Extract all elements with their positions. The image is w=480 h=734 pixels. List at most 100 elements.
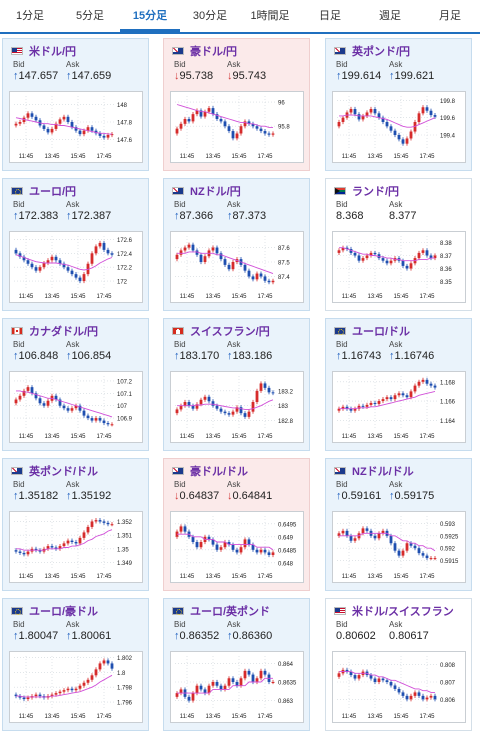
- x-tick-label: 17:45: [257, 434, 273, 440]
- y-tick-label: 0.8635: [278, 681, 297, 687]
- quote-values: ↑1.80047 ↑1.80061: [13, 630, 148, 644]
- bid-label: Bid: [336, 620, 348, 629]
- rate-card[interactable]: NZドル/ドル Bid Ask ↑0.59161 ↑0.59175 0.593 0.5925…: [325, 458, 472, 591]
- quote-labels: Bid Ask: [174, 60, 304, 70]
- tab-1hour[interactable]: 1時間足: [250, 10, 290, 22]
- bid-value: 183.170: [179, 350, 220, 362]
- pair-name-link[interactable]: 米ドル/円: [29, 46, 77, 58]
- up-arrow-icon: ↑: [13, 630, 19, 642]
- rate-card[interactable]: 米ドル/円 Bid Ask ↑147.657 ↑147.659 148 147.8 147.6…: [2, 38, 149, 171]
- price-chart[interactable]: 1.168 1.166 1.164 11:45 13:45 15:45 17:45: [332, 371, 466, 443]
- up-arrow-icon: ↑: [174, 350, 180, 362]
- up-arrow-icon: ↑: [227, 630, 233, 642]
- rate-card[interactable]: カナダドル/円 Bid Ask ↑106.848 ↑106.854 107.2 107.1 1…: [2, 318, 149, 451]
- y-tick-label: 182.8: [278, 419, 294, 425]
- candle-body: [381, 399, 385, 402]
- pair-name-link[interactable]: NZドル/円: [190, 186, 241, 198]
- pair-name-link[interactable]: 豪ドル/ドル: [190, 466, 249, 478]
- ask-label: Ask: [227, 620, 241, 629]
- price-chart[interactable]: 0.593 0.5925 0.592 0.5915 11:45 13:45 15:45 17:…: [332, 511, 466, 583]
- up-arrow-icon: ↑: [66, 70, 72, 82]
- candle-body: [385, 680, 389, 682]
- pair-name-link[interactable]: スイスフラン/円: [190, 326, 270, 338]
- rate-card[interactable]: ランド/円 Bid Ask 8.368 8.377 8.38 8.37 8.36 8.35 11:…: [325, 178, 472, 311]
- tab-monthly[interactable]: 月足: [439, 10, 461, 22]
- candle-body: [223, 121, 227, 127]
- ask-value: 172.387: [71, 210, 112, 222]
- rate-card[interactable]: ユーロ/豪ドル Bid Ask ↑1.80047 ↑1.80061 1.802 1.8 1.7…: [2, 598, 149, 731]
- candle-body: [239, 407, 243, 414]
- price-chart[interactable]: 107.2 107.1 107 106.9 11:45 13:45 15:45 17:45: [9, 371, 143, 443]
- price-chart[interactable]: 172.6 172.4 172.2 172 11:45 13:45 15:45 17:45: [9, 231, 143, 303]
- pair-name-link[interactable]: ユーロ/豪ドル: [29, 606, 99, 618]
- rate-card[interactable]: 豪ドル/ドル Bid Ask ↓0.64837 ↓0.64841 0.6495 0.649 0…: [163, 458, 310, 591]
- pair-name-link[interactable]: ランド/円: [352, 186, 400, 198]
- ask-label: Ask: [389, 340, 403, 349]
- pair-name-link[interactable]: 英ポンド/円: [352, 46, 411, 58]
- price-chart[interactable]: 199.8 199.6 199.4 11:45 13:45 15:45 17:45: [332, 91, 466, 163]
- rate-card[interactable]: ユーロ/ドル Bid Ask ↑1.16743 ↑1.16746 1.168 1.166 1.…: [325, 318, 472, 451]
- rate-card[interactable]: ユーロ/円 Bid Ask ↑172.383 ↑172.387 172.6 172.4 172…: [2, 178, 149, 311]
- card-header: 豪ドル/ドル: [172, 464, 248, 478]
- price-chart[interactable]: 87.6 87.5 87.4 11:45 13:45 15:45 17:45: [170, 231, 304, 303]
- pair-name-link[interactable]: カナダドル/円: [29, 326, 99, 338]
- candle-body: [66, 688, 70, 691]
- candle-body: [421, 553, 425, 556]
- candle-body: [110, 134, 114, 136]
- pair-name-link[interactable]: ユーロ/英ポンド: [190, 606, 271, 618]
- price-chart[interactable]: 0.864 0.8635 0.863 11:45 13:45 15:45 17:45: [170, 651, 304, 723]
- y-tick-label: 0.6485: [278, 548, 297, 554]
- price-chart[interactable]: 1.352 1.351 1.35 1.349 11:45 13:45 15:45 17:45: [9, 511, 143, 583]
- pair-name-link[interactable]: ユーロ/円: [29, 186, 77, 198]
- tab-15min[interactable]: 15分足: [120, 0, 180, 32]
- pair-name-link[interactable]: 米ドル/スイスフラン: [352, 606, 454, 618]
- tab-30min[interactable]: 30分足: [192, 10, 228, 22]
- down-arrow-icon: ↓: [227, 490, 233, 502]
- tab-5min[interactable]: 5分足: [75, 10, 105, 22]
- rate-card[interactable]: ユーロ/英ポンド Bid Ask ↑0.86352 ↑0.86360 0.864 0.863…: [163, 598, 310, 731]
- candle-body: [235, 682, 239, 686]
- pair-name-link[interactable]: ユーロ/ドル: [352, 326, 411, 338]
- price-chart[interactable]: 0.6495 0.649 0.6485 0.648 11:45 13:45 15:45 17:…: [170, 511, 304, 583]
- tab-1min[interactable]: 1分足: [15, 10, 45, 22]
- candle-body: [70, 270, 74, 275]
- price-chart[interactable]: 96 95.8 11:45 13:45 15:45 17:45: [170, 91, 304, 163]
- y-tick-label: 1.35: [117, 547, 129, 553]
- candle-body: [211, 108, 215, 115]
- candle-body: [349, 535, 353, 541]
- tab-daily[interactable]: 日足: [319, 10, 341, 22]
- y-tick-label: 199.4: [440, 134, 456, 140]
- price-chart[interactable]: 1.802 1.8 1.798 1.796 11:45 13:45 15:45 17:45: [9, 651, 143, 723]
- y-tick-label: 107: [117, 404, 128, 410]
- pair-name-link[interactable]: 英ポンド/ドル: [29, 466, 99, 478]
- price-chart[interactable]: 183.2 183 182.8 11:45 13:45 15:45 17:45: [170, 371, 304, 443]
- candle-body: [259, 128, 263, 132]
- candle-body: [179, 405, 183, 410]
- ask-quote: ↑183.186: [227, 350, 272, 362]
- ask-quote: ↑199.621: [389, 70, 434, 82]
- rate-card[interactable]: 豪ドル/円 Bid Ask ↓95.738 ↓95.743 96 95.8 11:45 13:4…: [163, 38, 310, 171]
- candle-body: [409, 391, 413, 398]
- rate-card[interactable]: 英ポンド/円 Bid Ask ↑199.614 ↑199.621 199.8 199.6 19…: [325, 38, 472, 171]
- candle-body: [46, 128, 50, 133]
- candle-body: [345, 530, 349, 536]
- x-tick-label: 11:45: [180, 714, 195, 720]
- x-tick-label: 15:45: [231, 714, 247, 720]
- price-chart[interactable]: 148 147.8 147.6 11:45 13:45 15:45 17:45: [9, 91, 143, 163]
- rate-card[interactable]: NZドル/円 Bid Ask ↑87.366 ↑87.373 87.6 87.5 87.4 11…: [163, 178, 310, 311]
- candle-body: [365, 112, 369, 116]
- x-tick-label: 13:45: [205, 154, 221, 160]
- price-chart[interactable]: 8.38 8.37 8.36 8.35 11:45 13:45 15:45 17:45: [332, 231, 466, 303]
- candle-body: [207, 685, 211, 694]
- rate-card[interactable]: 英ポンド/ドル Bid Ask ↑1.35182 ↑1.35192 1.352 1.351 1…: [2, 458, 149, 591]
- candle-body: [227, 542, 231, 545]
- pair-name-link[interactable]: 豪ドル/円: [190, 46, 238, 58]
- candle-body: [393, 395, 397, 400]
- price-chart[interactable]: 0.808 0.807 0.806 11:45 13:45 15:45 17:45: [332, 651, 466, 723]
- rate-card[interactable]: 米ドル/スイスフラン Bid Ask 0.80602 0.80617 0.808 0.807…: [325, 598, 472, 731]
- moving-average-line: [177, 251, 274, 275]
- candle-body: [78, 685, 82, 689]
- tab-weekly[interactable]: 週足: [379, 10, 401, 22]
- pair-name-link[interactable]: NZドル/ドル: [352, 466, 414, 478]
- rate-card[interactable]: スイスフラン/円 Bid Ask ↑183.170 ↑183.186 183.2 183 18…: [163, 318, 310, 451]
